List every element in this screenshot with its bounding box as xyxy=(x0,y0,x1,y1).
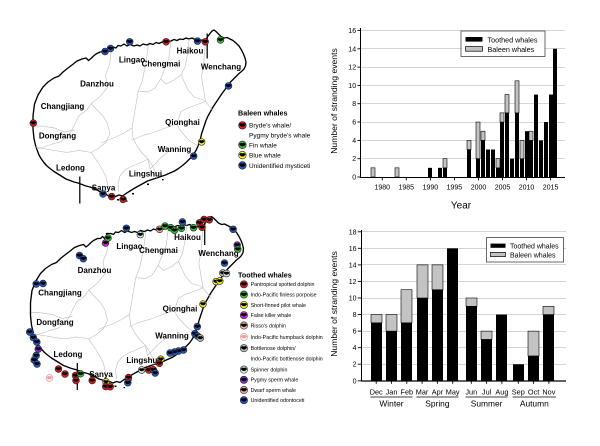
svg-text:Baleen whales: Baleen whales xyxy=(238,109,288,118)
svg-text:18: 18 xyxy=(349,229,357,236)
svg-text:12: 12 xyxy=(348,65,356,72)
svg-text:Aug: Aug xyxy=(495,388,508,397)
svg-text:Number of stranding events: Number of stranding events xyxy=(329,251,339,357)
svg-text:0: 0 xyxy=(352,175,356,182)
svg-text:10: 10 xyxy=(349,296,357,303)
svg-text:Toothed whales: Toothed whales xyxy=(510,244,559,251)
svg-text:Baleen whales: Baleen whales xyxy=(488,45,535,54)
svg-text:4: 4 xyxy=(353,345,357,352)
svg-text:Toothed whales: Toothed whales xyxy=(238,271,292,280)
svg-text:Unidentified mysticeti: Unidentified mysticeti xyxy=(249,163,310,170)
svg-text:Bryde’s whale/: Bryde’s whale/ xyxy=(249,123,291,130)
svg-text:Indo-Pacific finless porpoise: Indo-Pacific finless porpoise xyxy=(251,293,317,299)
svg-text:1985: 1985 xyxy=(399,185,415,192)
svg-text:Jan: Jan xyxy=(386,388,398,397)
svg-text:Year: Year xyxy=(451,201,472,212)
svg-text:16: 16 xyxy=(348,28,356,35)
svg-text:Indo-Pacific humpback dolphin: Indo-Pacific humpback dolphin xyxy=(251,335,323,341)
svg-text:2000: 2000 xyxy=(471,185,487,192)
svg-text:4: 4 xyxy=(352,138,356,145)
svg-text:Mar: Mar xyxy=(416,388,429,397)
svg-text:1990: 1990 xyxy=(423,185,439,192)
svg-text:2: 2 xyxy=(353,362,357,369)
svg-text:Risso’s dolphin: Risso’s dolphin xyxy=(251,323,287,329)
svg-text:Sep: Sep xyxy=(512,388,525,397)
svg-text:10: 10 xyxy=(348,83,356,90)
svg-text:2: 2 xyxy=(352,156,356,163)
svg-text:Baleen whales: Baleen whales xyxy=(510,253,556,260)
svg-text:Pantropical spotted dolphin: Pantropical spotted dolphin xyxy=(251,282,315,288)
svg-text:Autumn: Autumn xyxy=(520,398,549,408)
svg-text:0: 0 xyxy=(353,378,357,385)
svg-text:1980: 1980 xyxy=(375,185,391,192)
svg-text:6: 6 xyxy=(353,329,357,336)
svg-text:Unidentified odontoceti: Unidentified odontoceti xyxy=(251,398,305,404)
svg-text:Oct: Oct xyxy=(528,388,539,397)
svg-text:14: 14 xyxy=(349,262,357,269)
svg-text:May: May xyxy=(446,388,460,397)
svg-text:Pygmy bryde’s whale: Pygmy bryde’s whale xyxy=(249,133,311,140)
svg-text:Fin whale: Fin whale xyxy=(249,142,277,149)
svg-text:Nov: Nov xyxy=(542,388,555,397)
svg-text:Indo-Pacific bottlenose dolphi: Indo-Pacific bottlenose dolphin xyxy=(251,356,323,362)
svg-text:6: 6 xyxy=(352,120,356,127)
svg-text:2010: 2010 xyxy=(519,185,535,192)
svg-text:1995: 1995 xyxy=(447,185,463,192)
svg-text:2015: 2015 xyxy=(543,185,559,192)
svg-text:Spinner dolphin: Spinner dolphin xyxy=(251,368,288,374)
svg-text:False killer whale: False killer whale xyxy=(251,313,292,319)
svg-text:Short-finned pilot whale: Short-finned pilot whale xyxy=(251,303,306,309)
svg-text:Winter: Winter xyxy=(379,398,403,408)
svg-text:Dec: Dec xyxy=(370,388,383,397)
svg-text:8: 8 xyxy=(353,312,357,319)
svg-text:Jul: Jul xyxy=(482,388,492,397)
svg-text:Apr: Apr xyxy=(432,388,444,397)
svg-text:Number of stranding events: Number of stranding events xyxy=(329,48,339,154)
svg-text:Bottlenose dolphin/: Bottlenose dolphin/ xyxy=(251,346,297,352)
svg-text:8: 8 xyxy=(352,101,356,108)
svg-text:Blue whale: Blue whale xyxy=(249,153,281,160)
svg-text:Summer: Summer xyxy=(471,398,503,408)
svg-text:Pygmy sperm whale: Pygmy sperm whale xyxy=(251,378,299,384)
svg-text:Jun: Jun xyxy=(465,388,477,397)
svg-text:14: 14 xyxy=(348,46,356,53)
svg-text:Feb: Feb xyxy=(401,388,414,397)
svg-text:Spring: Spring xyxy=(425,398,450,408)
svg-text:12: 12 xyxy=(349,279,357,286)
svg-text:Toothed whales: Toothed whales xyxy=(488,35,538,44)
svg-text:Dwarf sperm whale: Dwarf sperm whale xyxy=(251,388,296,394)
svg-text:16: 16 xyxy=(349,246,357,253)
svg-text:2005: 2005 xyxy=(495,185,511,192)
